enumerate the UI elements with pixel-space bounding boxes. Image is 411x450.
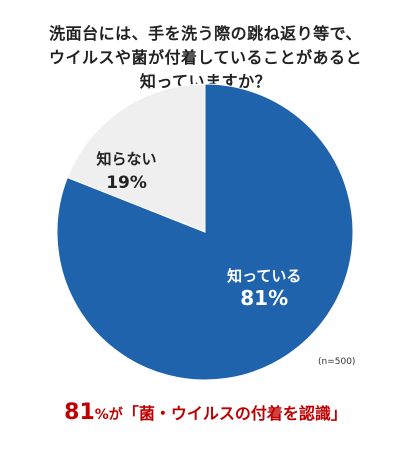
title-line-3: 知っていますか？ [139, 72, 272, 91]
footer-percent: 81 [64, 400, 95, 425]
slice-value-unknown: 19% [106, 173, 147, 193]
footer-summary: 81%が「菌・ウイルスの付着を認識」 [0, 400, 411, 425]
chart-title: 洗面台には、手を洗う際の跳ね返り等で、 ウイルスや菌が付着していることがあると … [0, 22, 411, 94]
title-line-1: 洗面台には、手を洗う際の跳ね返り等で、 [49, 24, 362, 43]
pie-slice-unknown [66, 83, 206, 233]
slice-label-unknown: 知らない [97, 150, 157, 168]
slice-value-known: 81% [240, 286, 288, 310]
title-line-2: ウイルスや菌が付着していることがあると [48, 48, 363, 67]
slice-label-known: 知っている [227, 267, 301, 285]
footer-text: 「菌・ウイルスの付着を認識」 [122, 404, 347, 423]
footer-unit: %が [94, 407, 123, 423]
sample-size-label: (n=500) [318, 357, 356, 367]
